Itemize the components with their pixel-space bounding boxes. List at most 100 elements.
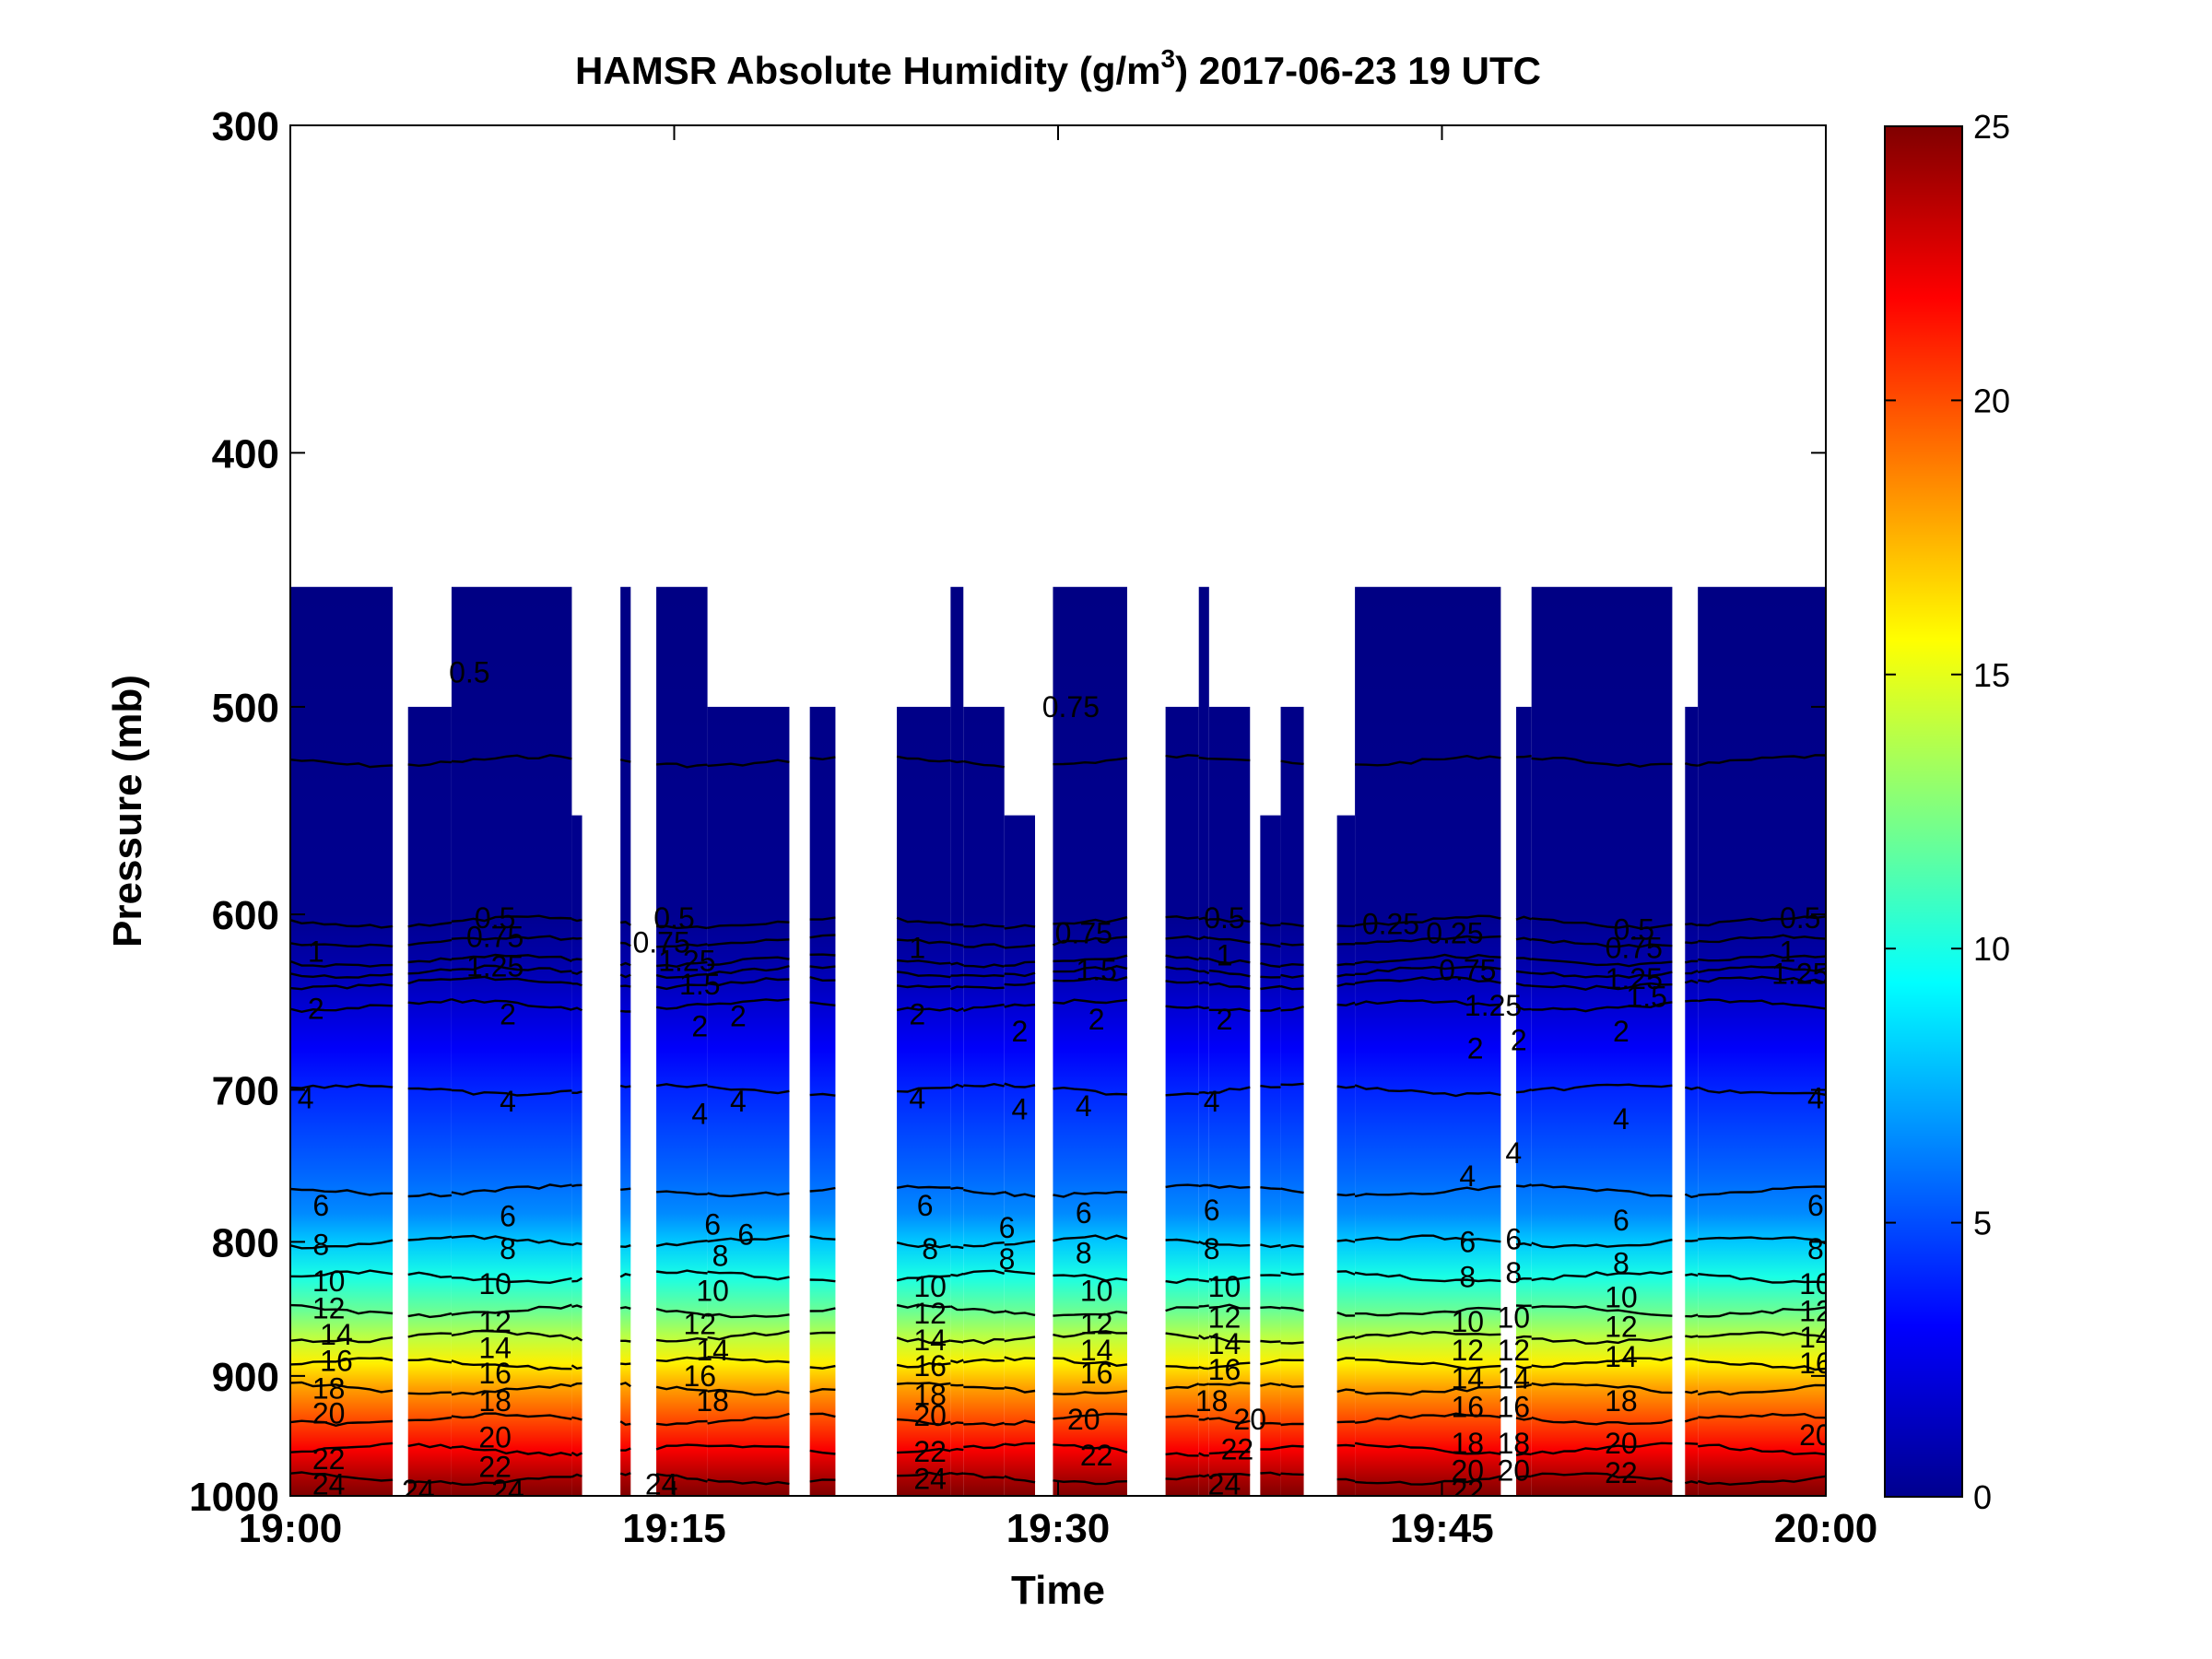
contour-line: [656, 960, 708, 969]
contour-line: [1515, 982, 1532, 987]
contour-line: [1336, 973, 1356, 978]
contour-label: 8: [312, 1228, 329, 1261]
contour-line: [896, 1303, 951, 1309]
contour-line: [963, 973, 1005, 978]
contour-line: [407, 760, 452, 768]
contour-line: [571, 917, 582, 923]
contour-line: [809, 975, 836, 982]
contour-line: [655, 1269, 708, 1275]
data-segment: [1004, 815, 1036, 1496]
contour-label: 0.5: [1204, 901, 1244, 935]
contour-line: [1004, 944, 1036, 949]
contour-label: 6: [1459, 1225, 1476, 1258]
contour-line: [1260, 1471, 1281, 1477]
y-tick-label: 1000: [189, 1475, 279, 1520]
contour-label: 2: [1511, 1023, 1527, 1056]
contour-line: [896, 984, 951, 989]
contour-line: [1336, 1420, 1356, 1424]
contour-label: 10: [696, 1274, 729, 1307]
contour-label: 8: [1076, 1237, 1092, 1270]
contour-line: [655, 1083, 708, 1088]
contour-line: [1685, 1313, 1699, 1318]
y-tick-label: 600: [212, 893, 279, 938]
contour-line: [896, 1241, 951, 1249]
colorbar-tick-label: 10: [1973, 930, 2010, 968]
contour-line: [1198, 1304, 1209, 1308]
contour-label: 8: [1204, 1232, 1220, 1265]
contour-line: [290, 959, 394, 968]
contour-label: 10: [1451, 1305, 1484, 1338]
contour-label: 0.75: [1055, 917, 1112, 950]
contour-line: [1336, 1443, 1356, 1447]
contour-label: 2: [1217, 1003, 1233, 1036]
contour-line: [1531, 1238, 1673, 1249]
contour-label: 14: [1605, 1340, 1638, 1373]
contour-line: [963, 1269, 1006, 1276]
contour-line: [571, 1336, 583, 1342]
contour-label: 20: [1233, 1403, 1266, 1436]
contour-line: [1336, 982, 1356, 988]
contour-line: [619, 1306, 631, 1310]
contour-label: 8: [999, 1242, 1016, 1276]
contour-line: [407, 997, 453, 1006]
contour-label: 24: [1208, 1468, 1241, 1501]
contour-label: 10: [1080, 1274, 1113, 1307]
contour-line: [407, 1312, 453, 1319]
contour-line: [1208, 1450, 1251, 1455]
contour-label: 2: [1088, 1003, 1105, 1036]
contour-line: [1208, 1417, 1251, 1425]
contour-label: 2: [909, 997, 925, 1030]
contour-label: 12: [1605, 1311, 1638, 1344]
contour-line: [1531, 1083, 1673, 1092]
contour-line: [809, 756, 836, 761]
contour-line: [707, 759, 790, 768]
contour-line: [451, 914, 572, 923]
contour-label: 20: [1451, 1454, 1484, 1488]
contour-line: [1515, 936, 1532, 941]
contour-label: 1.5: [679, 968, 720, 1001]
contour-line: [963, 1188, 1005, 1195]
humidity-heatmap: [290, 586, 1826, 1496]
axes: 19:00 19:15 19:30 19:45 20:00 300 400 500 600 700…: [189, 104, 1877, 1551]
contour-line: [1004, 924, 1036, 930]
y-tick-label: 900: [212, 1355, 279, 1400]
contour-line: [1280, 984, 1304, 991]
contour-line: [1053, 954, 1128, 963]
contour-line: [290, 759, 394, 769]
contour-label: 1.25: [658, 945, 715, 978]
contour-line: [809, 965, 836, 970]
contour-line: [962, 1003, 1005, 1013]
contour-line: [950, 973, 964, 977]
contour-label: 6: [999, 1211, 1016, 1244]
contour-label: 6: [500, 1199, 516, 1232]
contour-label: 0.5: [449, 655, 489, 688]
contour-line: [1198, 1006, 1209, 1010]
contour-label: 10: [478, 1267, 512, 1300]
contour-label: 6: [1505, 1222, 1522, 1255]
data-segment: [620, 586, 631, 1496]
contour-line: [1004, 1335, 1036, 1343]
contour-label: 22: [1080, 1439, 1113, 1472]
contour-line: [1697, 1383, 1826, 1396]
colorbar-ticks: 0 5 10 15 20 25: [1885, 108, 2010, 1516]
contour-line: [1165, 915, 1199, 920]
contour-line: [897, 1418, 951, 1426]
contour-line: [707, 1412, 790, 1425]
contour-line: [1052, 935, 1128, 947]
contour-label: 24: [491, 1474, 524, 1507]
contour-line: [1684, 1417, 1699, 1423]
contour-line: [1004, 971, 1036, 978]
contour-line: [1004, 960, 1036, 967]
contour-label: 4: [1459, 1159, 1476, 1193]
contour-line: [809, 1092, 836, 1097]
data-segment: [290, 586, 394, 1496]
contour-line: [707, 956, 790, 967]
contour-label: 20: [1067, 1403, 1100, 1436]
contour-label: 16: [478, 1357, 512, 1390]
contour-line: [1198, 1365, 1209, 1371]
contour-line: [1280, 922, 1304, 928]
contour-line: [1208, 1183, 1251, 1189]
contour-label: 14: [1451, 1362, 1484, 1395]
contour-line: [897, 938, 951, 945]
contour-label: 16: [683, 1359, 716, 1393]
